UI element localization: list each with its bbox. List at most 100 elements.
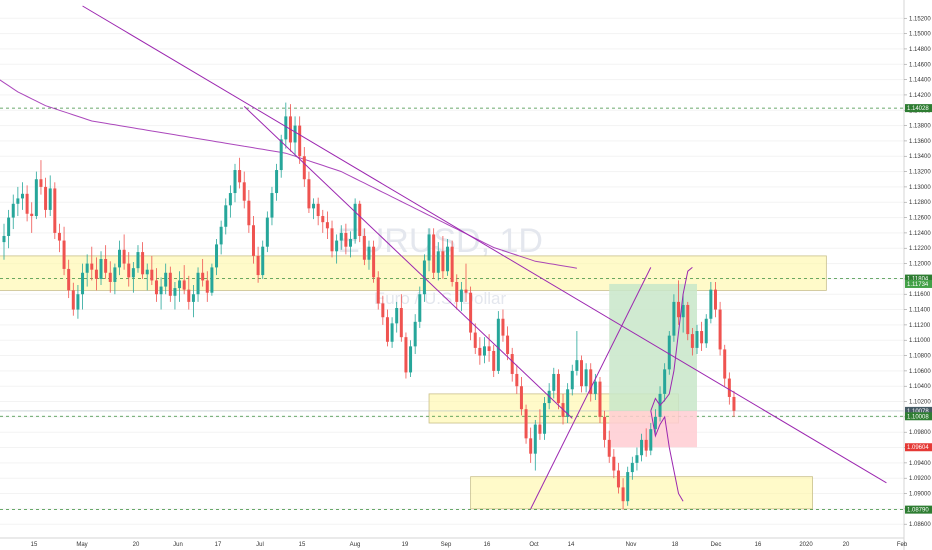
time-tick-label: Feb xyxy=(897,542,908,548)
candle-body xyxy=(191,294,195,302)
moving-average xyxy=(0,79,577,269)
candle-body xyxy=(593,381,597,394)
candle-body xyxy=(506,335,510,355)
price-label: 1.10008 xyxy=(907,414,929,420)
candle-body xyxy=(580,360,583,387)
time-tick-label: Jul xyxy=(256,542,264,548)
candle xyxy=(90,246,94,281)
time-tick-label: Jun xyxy=(173,542,183,548)
long-downtrend-line[interactable] xyxy=(82,5,887,484)
ma-line xyxy=(0,79,577,269)
trendlines[interactable] xyxy=(82,5,887,510)
projection-up-path[interactable] xyxy=(650,267,693,411)
candle xyxy=(663,363,667,402)
candle-body xyxy=(53,188,57,233)
candle xyxy=(312,198,316,220)
candle xyxy=(612,449,616,479)
uptrend-line[interactable] xyxy=(530,267,652,510)
candle xyxy=(533,419,537,471)
candle-body xyxy=(358,203,362,236)
candle xyxy=(7,209,11,249)
candle xyxy=(653,409,657,436)
candle xyxy=(196,267,200,302)
price-label-bg xyxy=(905,443,932,452)
downtrend-line-2[interactable] xyxy=(243,106,573,419)
candle xyxy=(256,246,260,283)
candle-body xyxy=(663,369,667,394)
candle xyxy=(339,225,343,250)
loss-zone[interactable] xyxy=(609,410,697,448)
candle xyxy=(150,255,154,286)
candle xyxy=(584,363,588,393)
price-axis[interactable]: 1.15200 1.15000 1.14800 1.14600 1.14400 1.142… xyxy=(903,0,932,550)
price-tick-label: 1.14200 xyxy=(909,93,931,99)
price-label: 1.14028 xyxy=(907,106,929,112)
candle-body xyxy=(723,349,727,379)
candle-body xyxy=(62,240,66,269)
candle-body xyxy=(90,263,94,270)
candle-body xyxy=(251,225,255,256)
candle xyxy=(215,239,219,276)
time-tick-label: 18 xyxy=(672,542,679,548)
price-tick-label: 1.09400 xyxy=(909,461,931,467)
candle-body xyxy=(71,290,75,310)
candle xyxy=(210,263,214,296)
candle xyxy=(330,220,334,258)
candle xyxy=(436,242,440,281)
price-tick-label: 1.10800 xyxy=(909,354,931,360)
candle xyxy=(94,257,98,291)
candle xyxy=(316,197,320,226)
candle-body xyxy=(196,272,200,295)
candle xyxy=(67,259,71,299)
candle-body xyxy=(238,170,242,183)
candle-body xyxy=(173,288,177,296)
candle xyxy=(247,189,251,233)
price-tick-label: 1.15000 xyxy=(909,32,931,38)
candle-body xyxy=(626,472,630,502)
candle xyxy=(25,185,29,222)
candle-body xyxy=(487,346,491,351)
time-tick-label: 19 xyxy=(402,542,409,548)
candle xyxy=(404,332,408,379)
candle xyxy=(30,202,34,233)
candle-body xyxy=(695,331,699,348)
candle xyxy=(48,175,52,217)
candle-body xyxy=(335,240,339,252)
candle-body xyxy=(395,308,399,324)
candle-body xyxy=(7,217,11,236)
candle-body xyxy=(413,321,417,347)
price-tick-label: 1.11400 xyxy=(909,308,931,314)
candle xyxy=(519,377,523,416)
price-tick-label: 1.09200 xyxy=(909,476,931,482)
candle-body xyxy=(94,269,98,279)
candle xyxy=(11,194,15,230)
candle-body xyxy=(48,188,52,210)
candle xyxy=(53,182,57,240)
candle xyxy=(71,282,75,316)
time-tick-label: Aug xyxy=(350,542,361,548)
candle xyxy=(325,211,329,240)
projection-down-path[interactable] xyxy=(650,410,684,502)
candle xyxy=(677,280,681,325)
candle xyxy=(399,294,403,342)
candle-body xyxy=(210,267,214,293)
candle-body xyxy=(136,252,140,269)
candle xyxy=(709,281,713,324)
candle xyxy=(353,198,357,244)
candle xyxy=(459,281,463,312)
candle xyxy=(99,251,103,286)
candle-body xyxy=(552,373,556,391)
time-axis[interactable]: 15 May 20 Jun 17 Jul 15 Aug 19 Sep 16 Oct 14 Nov 18 Dec… xyxy=(0,537,908,548)
candle xyxy=(275,163,279,201)
candle-body xyxy=(284,116,288,140)
candle xyxy=(390,317,394,348)
candle-body xyxy=(501,318,505,336)
candle xyxy=(261,240,265,279)
candle xyxy=(626,466,630,506)
profit-zone[interactable] xyxy=(609,283,697,411)
price-tick-label: 1.12800 xyxy=(909,200,931,206)
candle-body xyxy=(653,416,657,430)
candle xyxy=(127,252,131,287)
candle xyxy=(2,223,6,260)
